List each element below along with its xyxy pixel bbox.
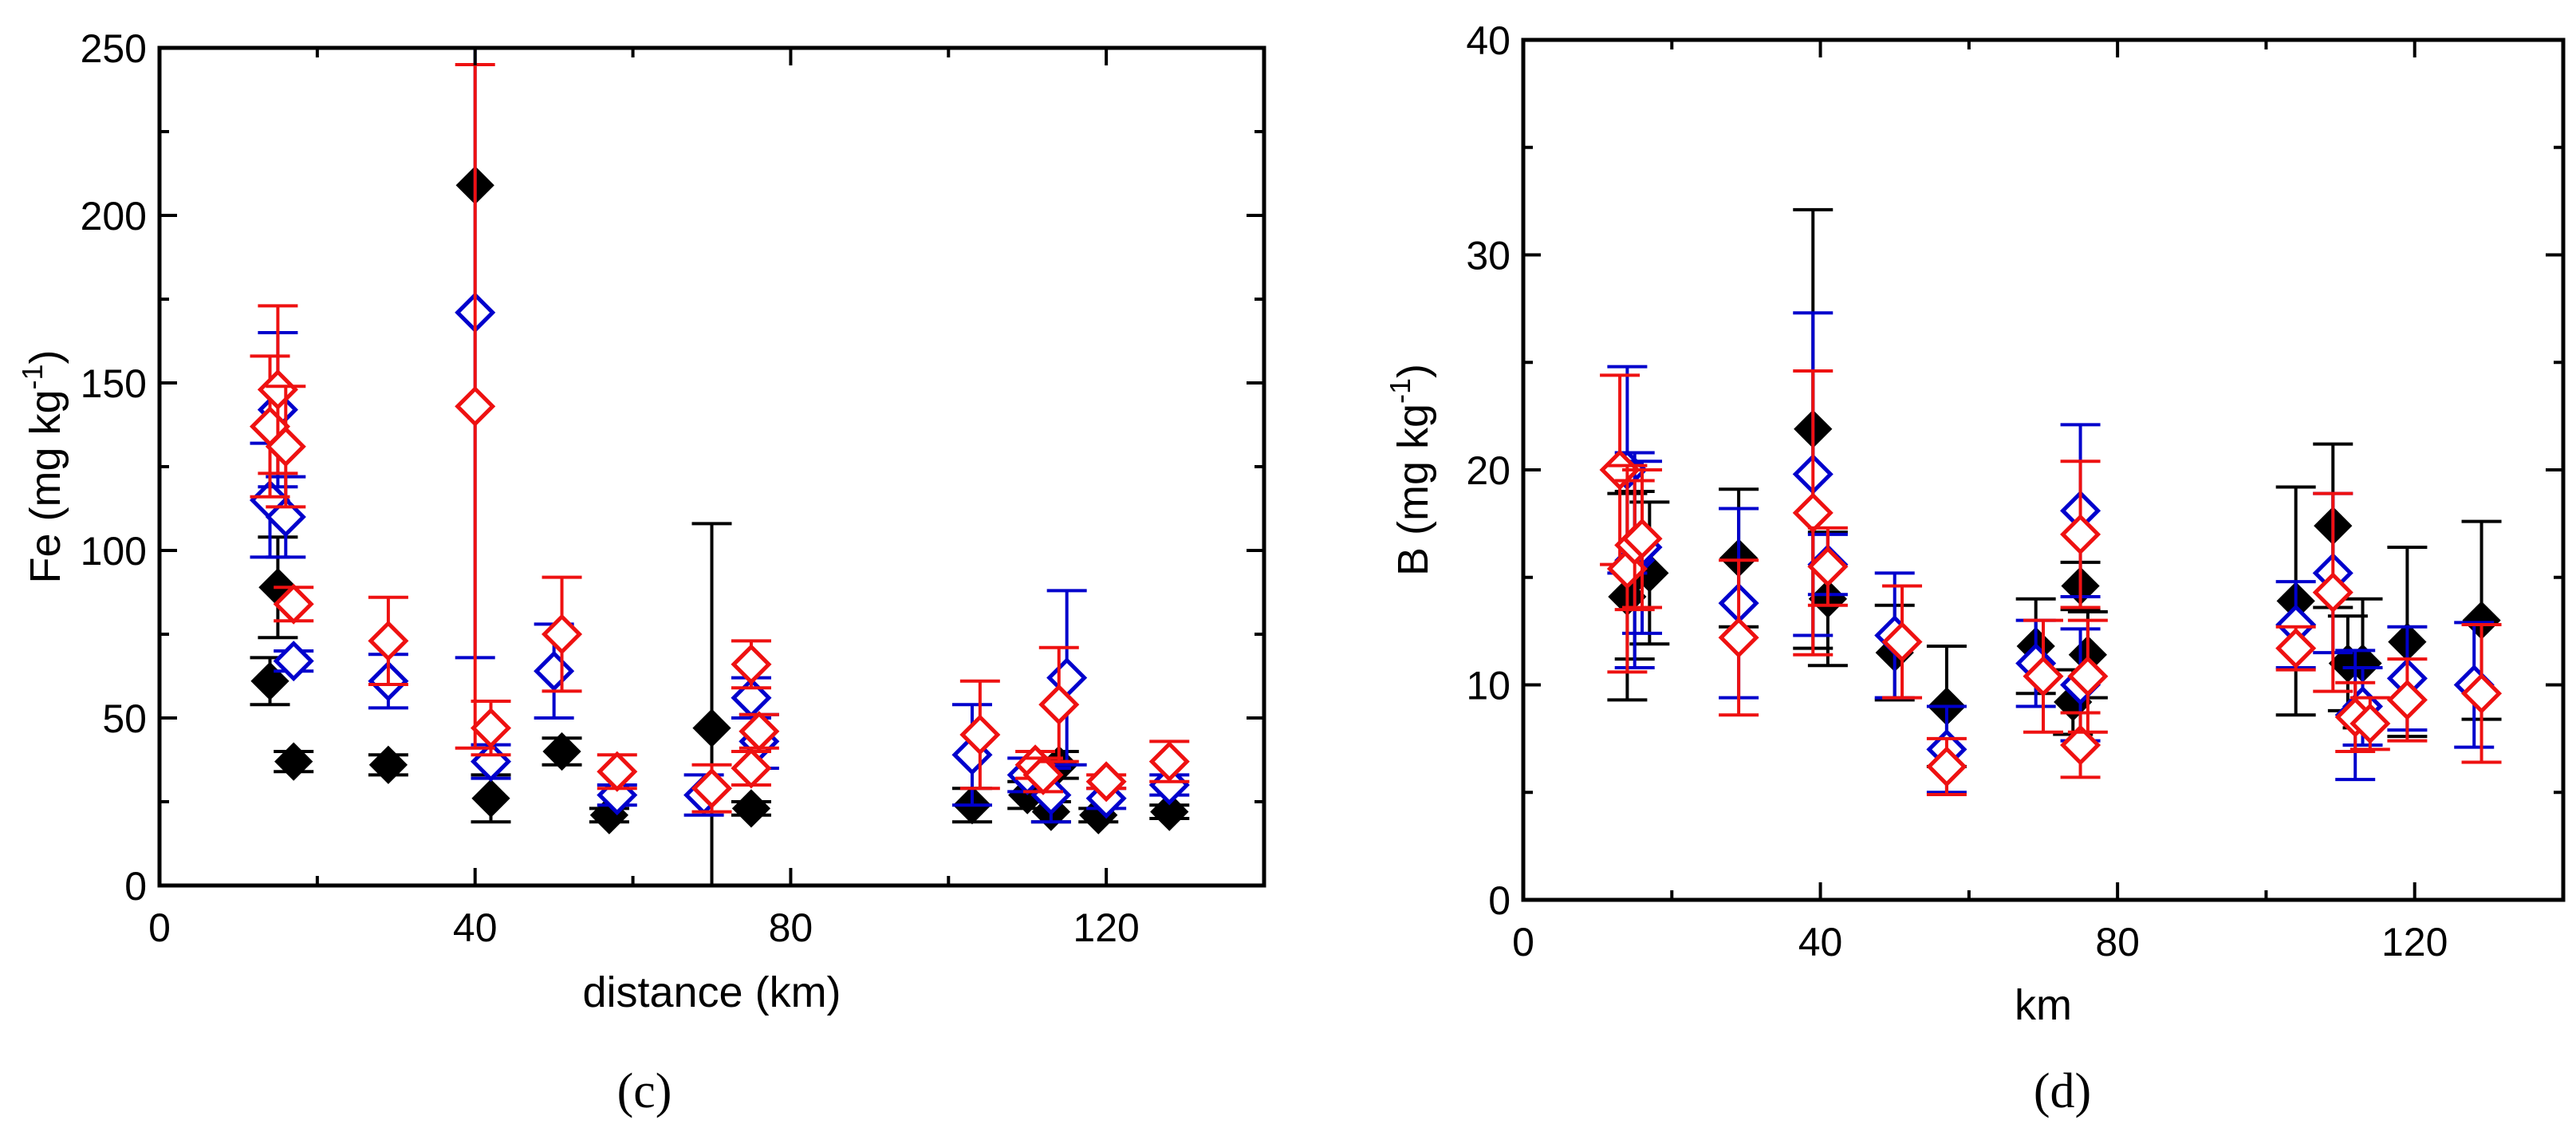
panel-c-y-label-close: ) [22,349,69,364]
red-diamond-point [2275,628,2317,669]
red-diamond-point [368,620,409,661]
panel-c-y-tick-label: 200 [81,194,147,239]
red-diamond-point [1926,746,1967,787]
black-diamond-point [368,745,408,784]
red-diamond-point [2350,703,2391,744]
panel-d-y-label-main: B (mg kg [1389,404,1437,576]
panel-c-label: (c) [617,1064,672,1118]
panel-d-x-axis-label: km [2015,981,2072,1029]
black-diamond-point [692,708,731,747]
red-diamond-point [1621,518,1663,559]
panel-c-x-axis-label: distance (km) [582,968,841,1016]
red-diamond-point [731,644,772,685]
red-diamond-point [1807,546,1849,587]
panel-d-y-tick-label: 0 [1488,878,1511,923]
red-diamond-point [470,708,512,749]
panel-d-y-tick-label: 10 [1466,664,1511,708]
panel-c-data-marks [249,48,1190,885]
red-diamond-point [1085,761,1127,803]
black-diamond-point [1150,792,1189,831]
panel-c-plot-frame [157,45,1266,888]
panel-d-x-tick-label: 80 [2095,920,2140,964]
red-diamond-point [597,751,638,792]
red-diamond-point [2312,572,2353,613]
panel-d-plot-frame [1521,37,2566,902]
panel-d-x-tick-label: 120 [2381,920,2448,964]
blue-diamond-point [273,641,314,682]
panel-d-y-tick-label: 30 [1466,234,1511,278]
red-diamond-point [739,711,780,752]
black-diamond-point [274,742,313,781]
panel-d-y-tick-label: 20 [1466,448,1511,493]
panel-c-y-label-main: Fe (mg kg [22,389,69,583]
red-diamond-point [2461,672,2503,714]
panel-c-y-tick-label: 250 [81,26,147,71]
blue-diamond-point [1148,764,1190,806]
red-diamond-point [1038,684,1080,725]
blue-diamond-point [534,650,575,692]
panel-c-x-tick-label: 0 [148,905,171,950]
panel-c-ticks: 0 40 80 120 0 50 100 150 200 250 [81,26,1266,950]
panel-d-y-label-superscript: -1 [1384,378,1416,404]
red-diamond-point [2023,656,2064,697]
panel-d-y-label-close: ) [1389,364,1437,378]
red-diamond-point [265,426,306,467]
panel-d-b-chart: 0 40 80 120 0 10 20 30 40 km B (mg kg-1) (d) [1384,18,2566,1118]
black-diamond-point [471,779,510,818]
red-diamond-point [542,613,583,655]
panel-d-y-tick-label: 40 [1466,18,1511,63]
black-diamond-point [542,732,581,771]
panel-c-y-axis-label: Fe (mg kg-1) [16,349,69,583]
panel-c-y-tick-label: 0 [124,864,147,909]
panel-d-x-tick-label: 0 [1512,920,1534,964]
panel-c-y-tick-label: 150 [81,361,147,406]
panel-c-x-tick-label: 120 [1073,905,1139,950]
panel-c-x-tick-label: 40 [453,905,498,950]
red-diamond-point [455,385,496,427]
panel-c-y-tick-label: 50 [102,696,147,741]
panel-d-label: (d) [2034,1064,2091,1118]
panel-c-x-tick-label: 80 [769,905,813,950]
red-diamond-point [1148,741,1190,783]
red-diamond-point [2060,514,2101,555]
red-diamond-point [1022,754,1064,795]
panel-c-y-tick-label: 100 [81,529,147,574]
red-diamond-point [2386,679,2428,720]
red-diamond-point [2067,656,2109,697]
red-diamond-point [1718,617,1759,658]
red-diamond-point [959,714,1001,755]
red-diamond-point [1792,492,1834,534]
red-diamond-point [731,747,772,789]
panel-d-ticks: 0 40 80 120 0 10 20 30 40 [1466,18,2565,964]
panel-d-data-marks [1599,207,2503,796]
panel-d-y-axis-label: B (mg kg-1) [1384,364,1437,576]
red-diamond-point [691,767,733,809]
red-diamond-point [2060,724,2101,766]
panel-c-y-label-superscript: -1 [16,364,49,389]
panel-c-fe-chart: 0 40 80 120 0 50 100 150 200 250 distance (km) Fe… [16,26,1266,1118]
red-diamond-point [273,583,314,625]
panel-d-x-tick-label: 40 [1798,920,1843,964]
red-diamond-point [1881,621,1923,663]
black-diamond-point [731,789,771,828]
